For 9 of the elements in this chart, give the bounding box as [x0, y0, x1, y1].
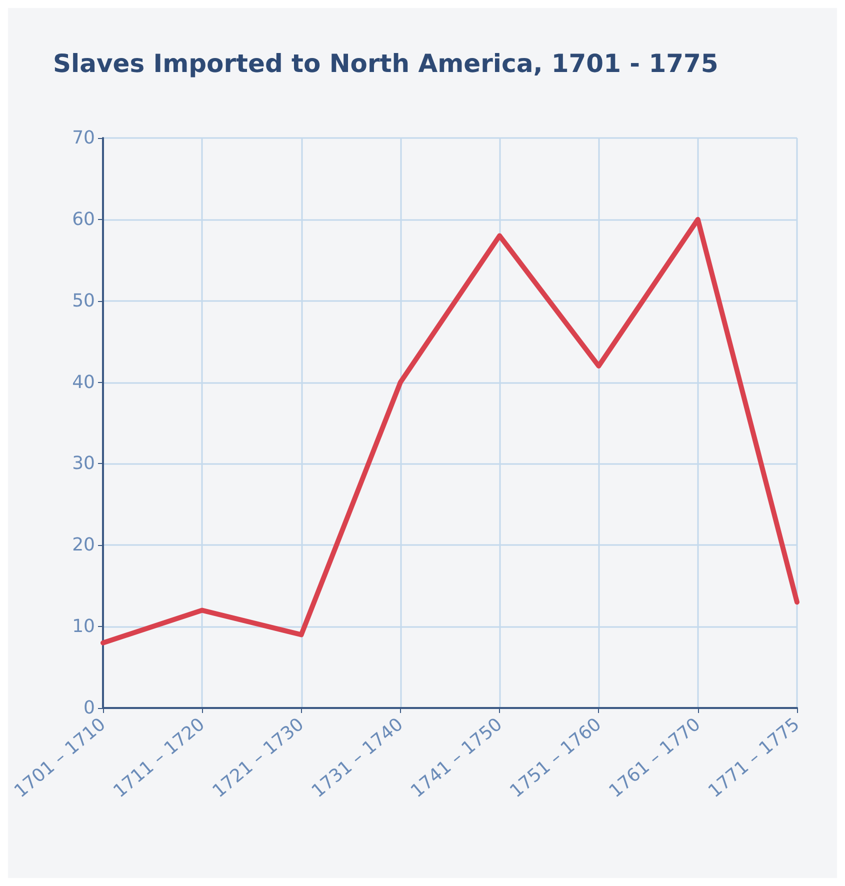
chart-title: Slaves Imported to North America, 1701 - 1775 [53, 49, 718, 78]
y-tick-label: 20 [72, 534, 95, 556]
y-tick-label: 60 [72, 208, 95, 230]
y-tick-label: 0 [84, 698, 95, 718]
y-tick-label: 50 [72, 290, 95, 312]
y-tick-label: 10 [72, 616, 95, 638]
y-tick-label: 40 [72, 372, 95, 393]
y-tick-label: 30 [72, 453, 95, 474]
y-tick-label: 70 [72, 128, 95, 148]
